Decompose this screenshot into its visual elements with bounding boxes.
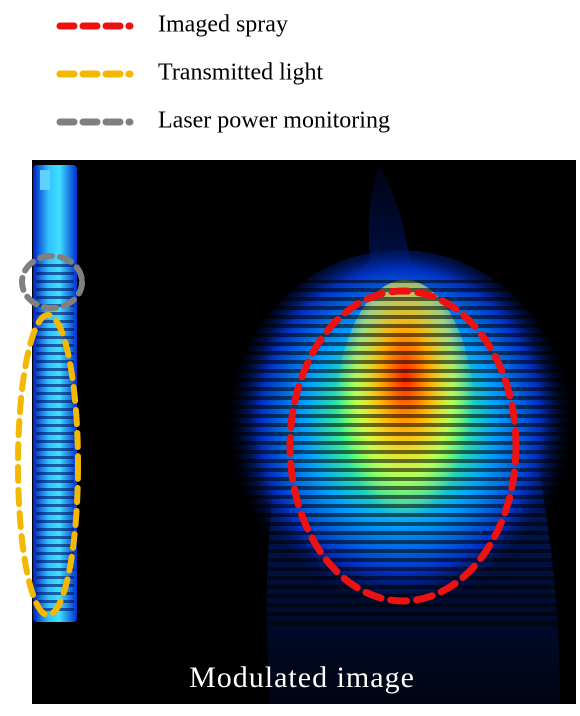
spray-outline: [286, 287, 520, 605]
legend-label: Imaged spray: [158, 12, 288, 38]
modulated-image: [32, 160, 576, 704]
legend-label: Laser power monitoring: [158, 108, 390, 134]
legend-label: Transmitted light: [158, 60, 323, 86]
image-caption: Modulated image: [189, 661, 415, 694]
monitor-outline: [19, 253, 85, 311]
transmitted-outline: [15, 312, 81, 618]
